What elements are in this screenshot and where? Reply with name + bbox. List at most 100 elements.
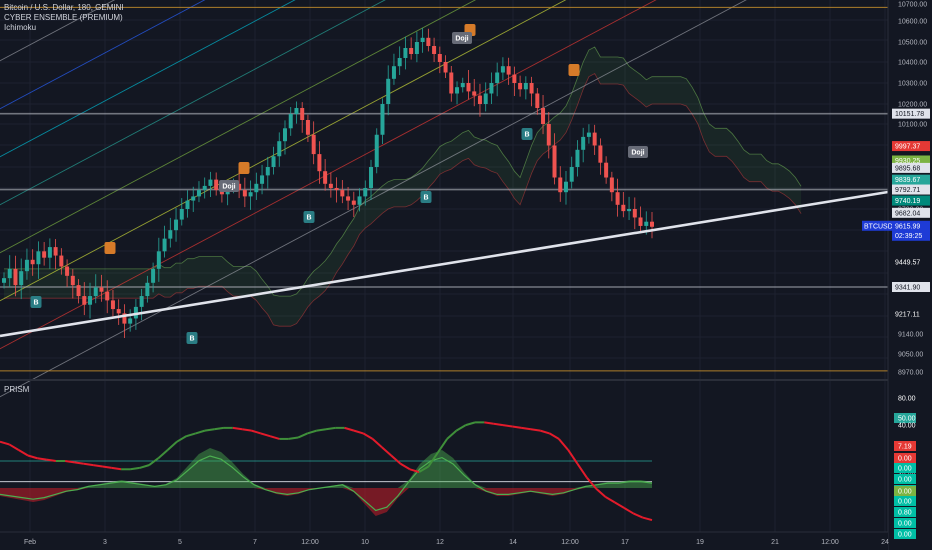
- prism-oscillator-segment: [567, 449, 579, 465]
- time-axis-background: [0, 532, 888, 550]
- candle-body: [323, 171, 328, 184]
- candle-body: [2, 278, 6, 283]
- price-tag-text: 9792.71: [895, 187, 920, 194]
- time-axis[interactable]: Feb 3 5 7 12:00 10 12 14 12:00 17 19 21 12:00 24: [24, 539, 889, 546]
- candle-body: [409, 48, 414, 54]
- prism-oscillator-segment: [381, 446, 392, 457]
- prism-oscillator-segment: [418, 465, 429, 473]
- prism-oscillator-segment: [493, 422, 504, 427]
- prism-oscillator-segment: [307, 429, 317, 435]
- prism-oscillator-segment: [586, 476, 597, 490]
- price-tick-label: 10500.00: [898, 40, 927, 47]
- time-tick-label: 10: [361, 539, 369, 546]
- symbol-title[interactable]: Bitcoin / U.S. Dollar, 180, GEMINI: [4, 3, 124, 12]
- candle-body: [242, 190, 247, 197]
- prism-oscillator-segment: [455, 424, 467, 432]
- prism-oscillator-segment: [436, 438, 448, 454]
- candle-body: [328, 183, 333, 188]
- price-tag-bg: [892, 257, 930, 267]
- prism-oscillator-segment: [484, 421, 494, 425]
- candle-body: [575, 149, 580, 167]
- candle-body: [552, 145, 557, 178]
- candle-body: [305, 120, 310, 135]
- prism-value-bg: [894, 453, 916, 463]
- signal-label: Doji: [222, 184, 235, 191]
- prism-oscillator-segment: [632, 512, 644, 519]
- price-tick-label: 10200.00: [898, 102, 927, 109]
- prism-oscillator-segment: [139, 464, 150, 469]
- candle-body: [397, 58, 402, 67]
- time-tick-label: 7: [253, 539, 257, 546]
- candle-body: [13, 268, 18, 286]
- candle-body: [30, 259, 35, 265]
- candle-body: [541, 108, 546, 124]
- candle-body: [391, 66, 396, 79]
- prism-wave: [0, 455, 653, 512]
- prism-legend[interactable]: PRISM: [4, 385, 30, 394]
- candle-body: [523, 83, 528, 90]
- signal-badge-doji: [628, 146, 648, 158]
- candle-body: [512, 74, 517, 83]
- candle-body: [237, 183, 242, 191]
- candle-body: [185, 200, 190, 209]
- channel-line: [0, 0, 206, 110]
- indicator-cyber-ensemble[interactable]: CYBER ENSEMBLE (PREMIUM): [4, 13, 123, 22]
- candle-body: [650, 221, 654, 227]
- prism-oscillator-segment: [195, 429, 206, 435]
- prism-oscillator-segment: [65, 460, 75, 464]
- last-price-countdown: 02:39:25: [895, 233, 922, 240]
- price-tag-bg: [892, 174, 930, 185]
- time-tick-label: 14: [509, 539, 517, 546]
- time-tick-label: 12: [436, 539, 444, 546]
- candle-body: [156, 251, 161, 269]
- candle-body: [174, 219, 179, 231]
- candle-body: [88, 296, 93, 305]
- channel-line: [0, 0, 386, 206]
- candle-body: [105, 291, 110, 301]
- prism-oscillator-segment: [288, 436, 299, 440]
- price-tag-text: 9682.04: [895, 210, 920, 217]
- time-tick-label: 5: [178, 539, 182, 546]
- candle-body: [432, 46, 437, 54]
- prism-value-bg: [894, 507, 916, 517]
- candle-body: [460, 83, 465, 88]
- prism-value-bg: [894, 463, 916, 473]
- time-tick-label: 3: [103, 539, 107, 546]
- prism-oscillator-segment: [512, 425, 522, 429]
- prism-oscillator-segment: [539, 429, 550, 435]
- cloud-fill: [4, 47, 802, 327]
- price-tag-text: 9930.25: [895, 158, 920, 165]
- candle-body: [586, 132, 591, 137]
- candle-body: [288, 114, 293, 129]
- cloud-span-a: [4, 46, 802, 297]
- candle-body: [70, 275, 75, 286]
- price-candles: [2, 28, 654, 338]
- signal-label: B: [423, 195, 428, 202]
- candle-body: [357, 196, 362, 205]
- candle-body: [472, 91, 477, 96]
- signal-badge-sell: [238, 162, 250, 174]
- prism-value-bg: [894, 486, 916, 496]
- price-tick-label: 10100.00: [898, 122, 927, 129]
- candle-body: [437, 54, 442, 62]
- candle-body: [93, 287, 98, 297]
- prism-value-label: 0.00: [898, 477, 912, 484]
- candle-body: [191, 196, 196, 201]
- candle-body: [455, 87, 460, 94]
- prism-oscillator-segment: [204, 428, 215, 432]
- signal-label: Doji: [455, 36, 468, 43]
- candle-body: [116, 309, 121, 314]
- indicator-ichimoku[interactable]: Ichimoku: [4, 23, 37, 32]
- candle-body: [426, 37, 431, 46]
- candle-body: [145, 282, 150, 297]
- signal-badge-buy: [186, 332, 198, 344]
- prism-oscillator-segment: [232, 426, 243, 431]
- prism-oscillator-segment: [623, 507, 634, 515]
- channel-line: [0, 0, 567, 302]
- candle-body: [558, 177, 563, 193]
- prism-oscillator-segment: [409, 468, 420, 473]
- candle-body: [346, 196, 351, 201]
